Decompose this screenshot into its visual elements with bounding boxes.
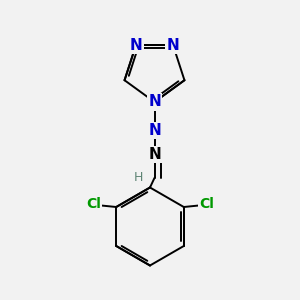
- Text: N: N: [148, 94, 161, 110]
- Text: N: N: [148, 147, 161, 162]
- Text: H: H: [133, 171, 143, 184]
- Text: N: N: [130, 38, 142, 52]
- Text: Cl: Cl: [199, 197, 214, 211]
- Text: N: N: [148, 123, 161, 138]
- Text: Cl: Cl: [86, 197, 101, 211]
- Text: N: N: [167, 38, 179, 52]
